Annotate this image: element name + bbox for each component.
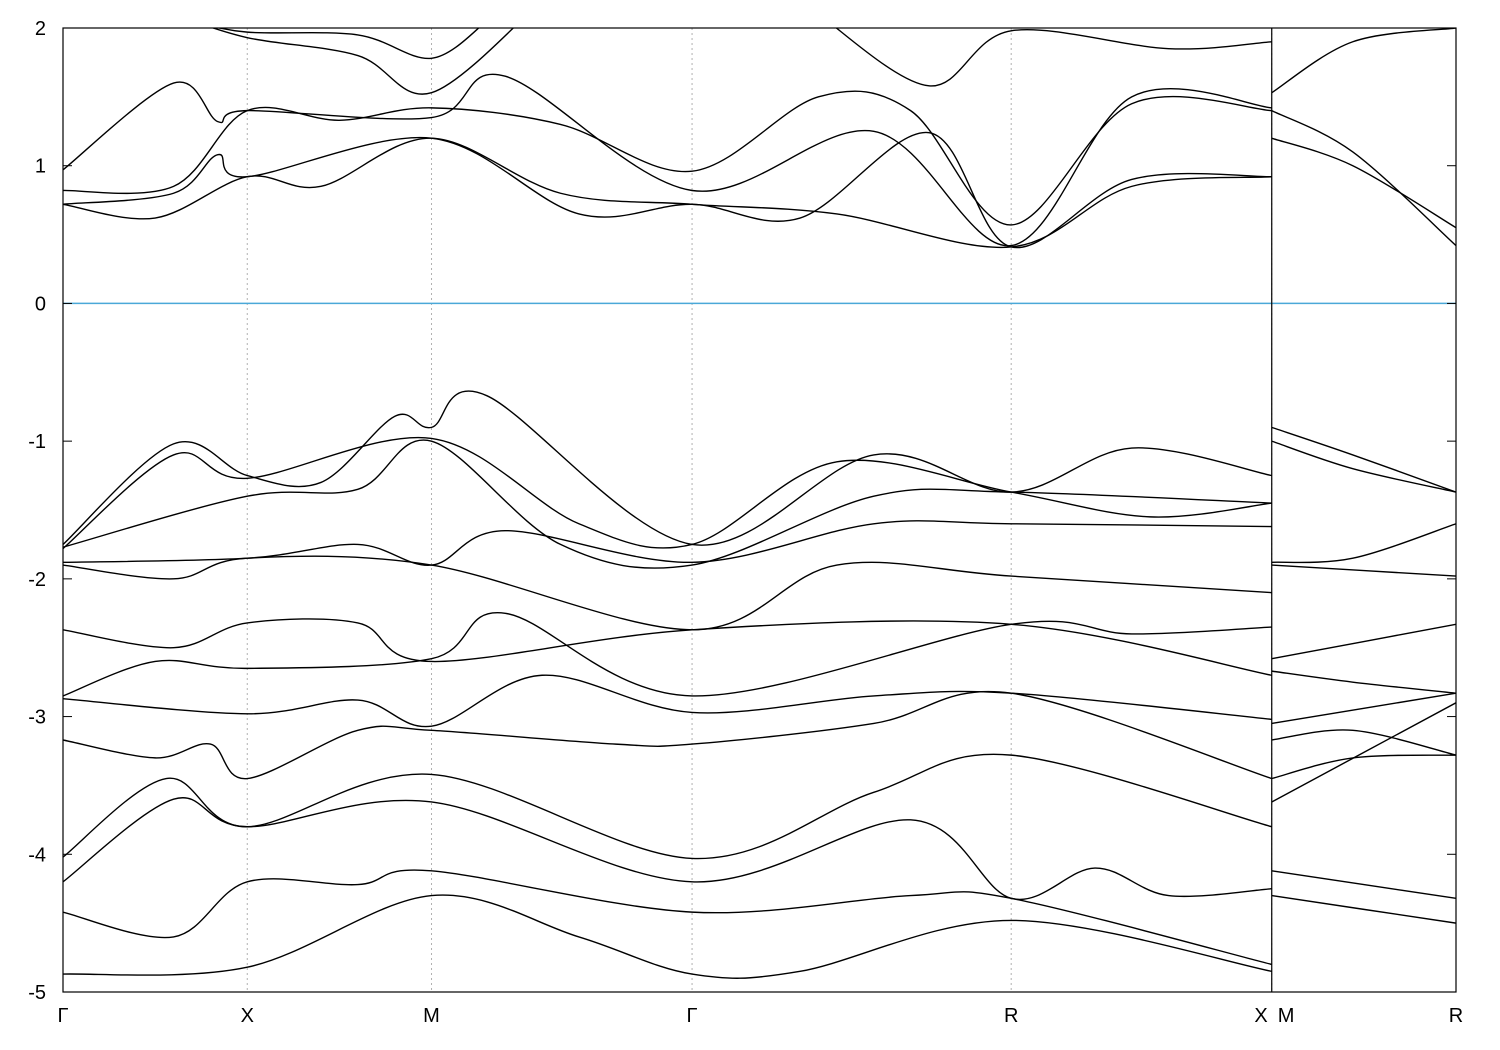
band-line (63, 869, 1272, 966)
x-tick-label: R (1449, 1005, 1463, 1027)
y-tick-label: -1 (28, 431, 46, 453)
bands (63, 28, 1456, 979)
band-line (63, 520, 1272, 566)
x-tick-label: M (1278, 1005, 1295, 1027)
band-line (1271, 729, 1456, 756)
band-line (1271, 754, 1456, 780)
plot-frame (62, 27, 1457, 993)
band-line (63, 73, 1272, 247)
band-line (63, 797, 1272, 901)
band-line (63, 390, 1272, 546)
y-tick-label: 0 (35, 293, 46, 315)
band-line (1271, 623, 1456, 660)
band-line (1271, 137, 1456, 229)
x-tick-label: X (241, 1005, 254, 1027)
band-line (1271, 426, 1456, 493)
y-tick-label: -3 (28, 707, 46, 729)
band-line (63, 439, 1272, 569)
y-tick-label: 2 (35, 18, 46, 40)
band-line (1271, 670, 1456, 694)
band-line (1271, 110, 1456, 247)
x-tick-label: Γ (57, 1005, 68, 1027)
band-line (63, 555, 1272, 631)
band-line (1271, 692, 1456, 725)
band-line (63, 894, 1272, 979)
band-line (210, 28, 515, 95)
x-tick-label: X (1254, 1005, 1267, 1027)
band-line (63, 612, 1272, 697)
band-line (63, 690, 1272, 780)
band-line (1271, 28, 1456, 94)
x-tick-label: Γ (687, 1005, 698, 1027)
y-tick-label: -4 (28, 844, 46, 866)
band-line (63, 753, 1272, 860)
band-line (1271, 702, 1456, 803)
band-line (835, 28, 1272, 87)
band-line (216, 28, 480, 60)
band-line (63, 137, 1272, 249)
y-tick-label: -5 (28, 982, 46, 1004)
band-line (63, 436, 1272, 550)
band-line (1271, 440, 1456, 493)
band-line (1271, 870, 1456, 900)
band-line (1271, 523, 1456, 564)
y-tick-label: 1 (35, 156, 46, 178)
x-tick-label: R (1004, 1005, 1018, 1027)
band-line (63, 131, 1272, 249)
y-tick-label: -2 (28, 569, 46, 591)
band-line (63, 674, 1272, 728)
x-tick-label: M (423, 1005, 440, 1027)
band-line (1271, 894, 1456, 924)
band-line (1271, 564, 1456, 577)
